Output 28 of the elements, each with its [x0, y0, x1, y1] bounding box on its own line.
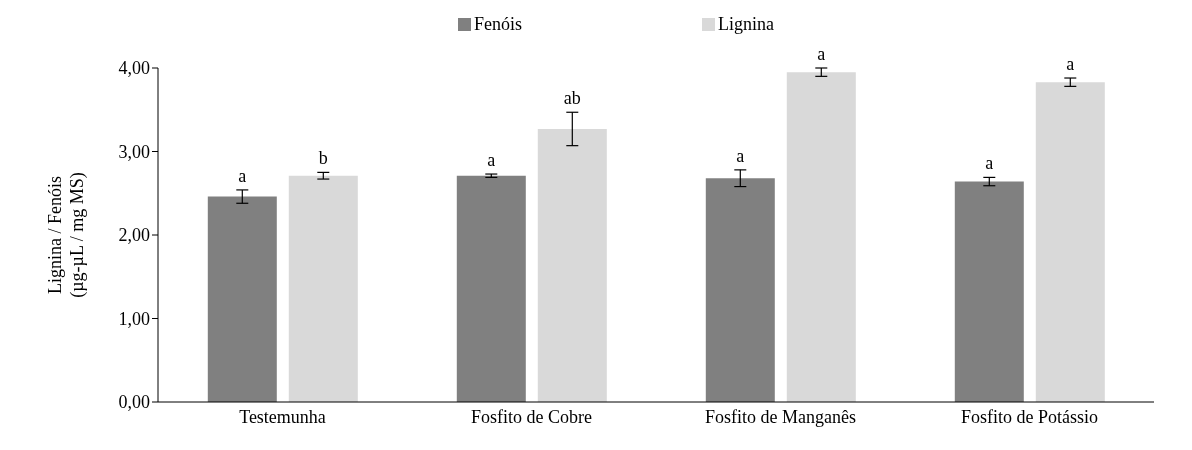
y-tick-label: 3,00	[118, 141, 150, 162]
bar	[207, 196, 277, 402]
data-label: a	[1066, 54, 1075, 75]
y-tick-label: 2,00	[118, 225, 150, 246]
data-label: a	[238, 165, 247, 186]
data-label: a	[817, 44, 826, 64]
x-tick-label: Fosfito de Cobre	[471, 406, 592, 427]
bar	[1035, 82, 1105, 402]
bar	[288, 175, 358, 402]
data-label: a	[736, 145, 745, 166]
bar	[537, 128, 607, 402]
data-label: ab	[563, 88, 581, 109]
x-tick-label: Fosfito de Potássio	[960, 406, 1099, 427]
bar	[705, 178, 775, 402]
bar	[954, 181, 1024, 402]
legend-label: Fenóis	[473, 13, 522, 35]
x-tick-label: Fosfito de Manganês	[705, 406, 856, 427]
data-label: a	[985, 153, 994, 174]
y-tick-label: 1,00	[118, 308, 150, 329]
data-label: a	[487, 150, 496, 171]
y-tick-label: 4,00	[118, 58, 150, 79]
data-label: b	[318, 148, 328, 169]
legend-label: Lignina	[718, 13, 774, 35]
y-axis-title: Lignina / Fenóis (µg-µL / mg MS)	[45, 172, 88, 298]
y-tick-label: 0,00	[118, 392, 150, 413]
bar	[786, 72, 856, 402]
bar	[456, 175, 526, 402]
x-tick-label: Testemunha	[239, 406, 326, 427]
